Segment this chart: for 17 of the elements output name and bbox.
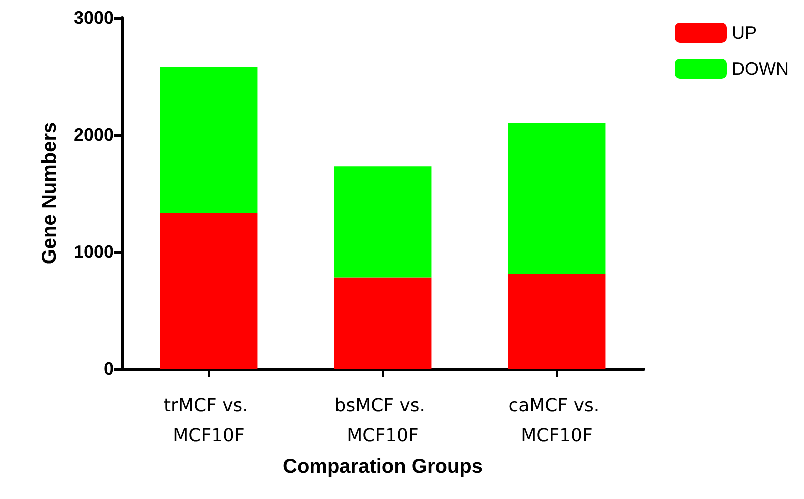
bar — [160, 213, 258, 369]
y-tick-label: 0 — [104, 359, 114, 379]
bar — [334, 166, 432, 278]
y-tick-label: 2000 — [74, 125, 114, 145]
bar — [508, 274, 606, 369]
bar — [160, 67, 258, 214]
y-tick-label: 3000 — [74, 8, 114, 28]
x-tick-label: caMCF vs. MCF10F — [508, 396, 606, 446]
x-axis-title: Comparation Groups — [282, 456, 484, 478]
bar — [508, 123, 606, 274]
x-tick-label: bsMCF vs. MCF10F — [334, 396, 432, 446]
bar — [334, 278, 432, 369]
y-tick-label: 1000 — [74, 242, 114, 262]
x-tick-label: trMCF vs. MCF10F — [164, 396, 254, 446]
legend-label: UP — [732, 23, 758, 43]
legend-label: DOWN — [732, 59, 790, 79]
y-axis-title: Gene Numbers — [39, 122, 61, 265]
